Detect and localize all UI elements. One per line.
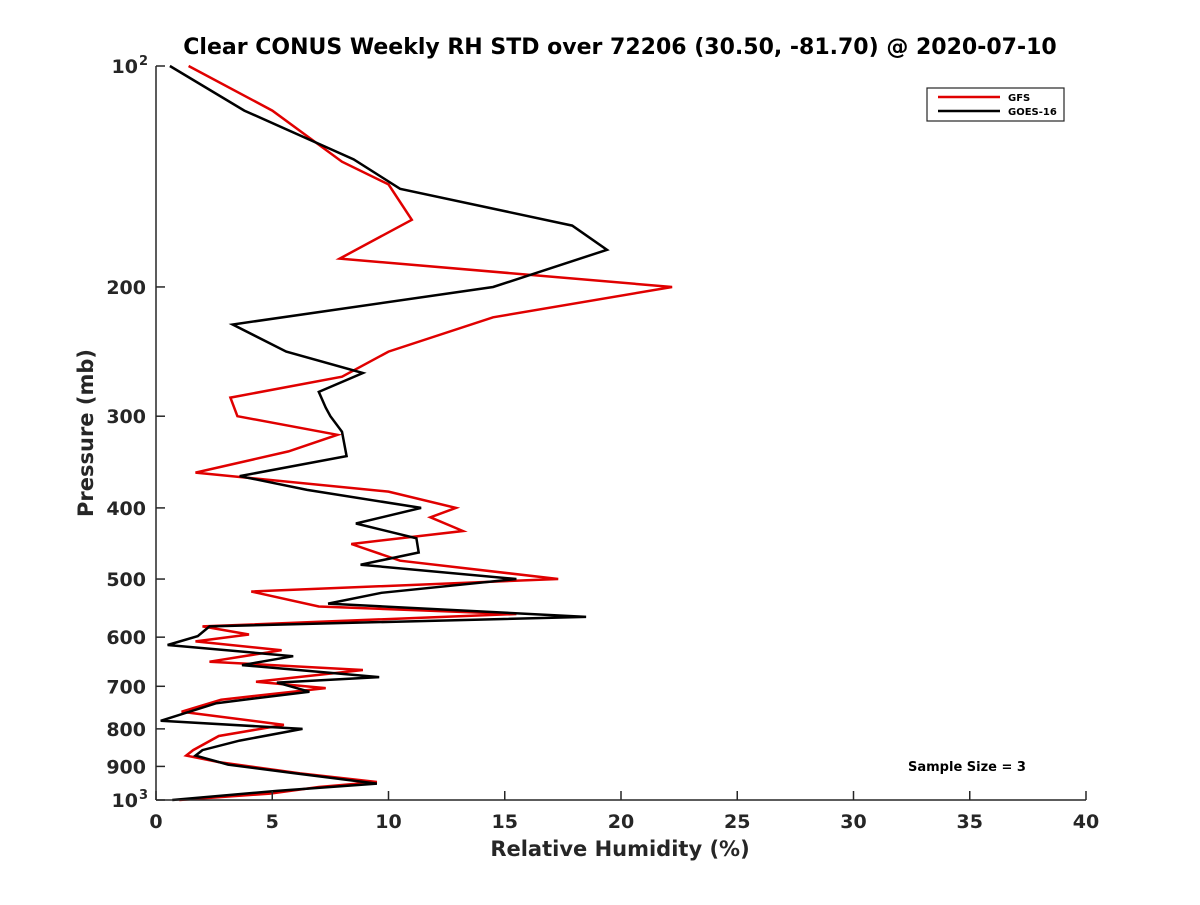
y-tick-label: 10 (112, 56, 138, 78)
x-tick-label: 25 (724, 811, 750, 833)
y-tick-label: 600 (106, 627, 146, 649)
x-ticks: 0 5 10 15 20 25 30 35 40 (149, 791, 1099, 833)
y-tick-label: 500 (106, 569, 146, 591)
x-tick-label: 0 (149, 811, 162, 833)
x-tick-label: 15 (492, 811, 518, 833)
y-tick-label: 200 (106, 277, 146, 299)
legend-box (926, 87, 1065, 122)
legend-label-gfs: GFS (1008, 93, 1030, 104)
y-tick-exponent: 2 (139, 54, 148, 69)
y-tick-label: 700 (106, 676, 146, 698)
y-tick-label: 400 (106, 498, 146, 520)
y-tick-label: 800 (106, 719, 146, 741)
series-line-gfs (179, 64, 673, 802)
y-tick-label: 900 (106, 756, 146, 778)
y-tick-label: 300 (106, 406, 146, 428)
y-axis-label: Pressure (mb) (74, 349, 98, 517)
x-tick-label: 35 (957, 811, 983, 833)
series-line-goes16 (160, 64, 610, 802)
x-tick-label: 10 (375, 811, 401, 833)
x-tick-label: 40 (1073, 811, 1099, 833)
x-tick-label: 20 (608, 811, 634, 833)
y-tick-exponent: 3 (139, 788, 148, 803)
chart-title: Clear CONUS Weekly RH STD over 72206 (30… (183, 35, 1056, 60)
series-layer (160, 64, 673, 802)
x-tick-label: 5 (266, 811, 279, 833)
sample-size-annotation: Sample Size = 3 (908, 760, 1026, 775)
legend: GFS GOES-16 (926, 87, 1065, 122)
plot-area: 0 5 10 15 20 25 30 35 40 10 220030040050060070080… (106, 54, 1099, 833)
x-tick-label: 30 (840, 811, 866, 833)
legend-label-goes16: GOES-16 (1008, 107, 1057, 118)
x-axis-label: Relative Humidity (%) (490, 837, 749, 861)
y-tick-label: 10 (112, 790, 138, 812)
